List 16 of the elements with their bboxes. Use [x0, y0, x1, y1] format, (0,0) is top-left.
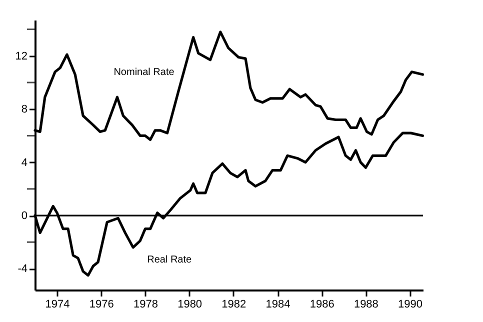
y-tick-label: 0: [21, 210, 28, 222]
x-tick-label: 1990: [398, 298, 423, 310]
y-tick-label: 12: [15, 50, 28, 62]
x-tick-label: 1974: [45, 298, 70, 310]
series-label: Nominal Rate: [114, 66, 175, 78]
x-tick-label: 1978: [133, 298, 158, 310]
x-tick-label: 1988: [354, 298, 378, 310]
series-label: Real Rate: [147, 254, 192, 266]
x-tick-label: 1984: [266, 298, 290, 310]
y-tick-label: 4: [21, 156, 28, 169]
x-tick-label: 1976: [89, 298, 114, 310]
x-tick-label: 1980: [178, 298, 202, 310]
x-tick-label: 1986: [310, 298, 334, 310]
x-tick-label: 1982: [222, 298, 246, 310]
y-tick-label: -4: [18, 263, 28, 276]
y-tick-label: 8: [21, 104, 28, 116]
